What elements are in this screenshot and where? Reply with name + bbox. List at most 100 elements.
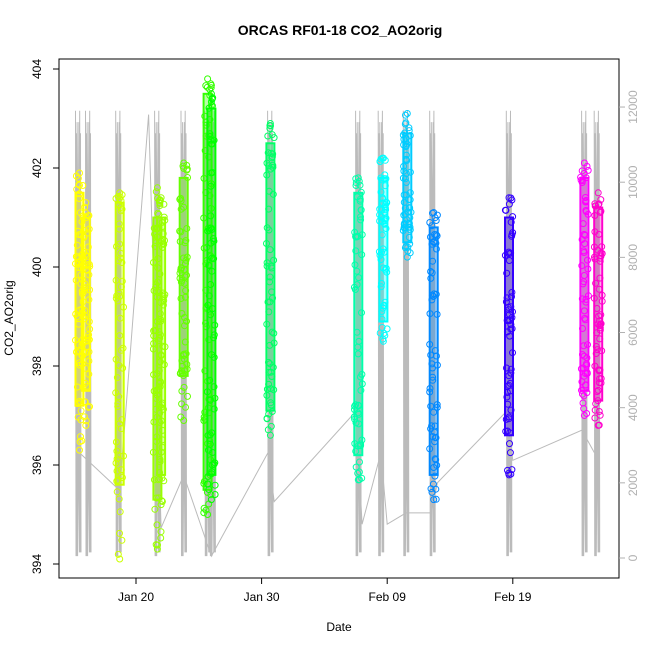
- data-point: [207, 136, 215, 144]
- data-point: [268, 154, 276, 162]
- data-point: [266, 125, 274, 132]
- data-point: [591, 212, 599, 219]
- data-point: [426, 445, 434, 453]
- altitude-spike-0: [75, 110, 82, 557]
- data-point: [150, 476, 158, 484]
- data-point: [152, 188, 160, 196]
- data-point: [202, 121, 210, 129]
- flight-series-2: [112, 189, 127, 563]
- data-point: [79, 340, 87, 348]
- data-point: [153, 521, 161, 529]
- y-axis-left: 394 396 398 400 402 404: [30, 59, 59, 574]
- data-point: [265, 410, 273, 418]
- data-point: [406, 168, 414, 176]
- data-point: [596, 257, 604, 265]
- data-point-max: [594, 189, 602, 197]
- data-point: [431, 347, 439, 355]
- data-point: [579, 390, 586, 398]
- flight-core-fill-8: [267, 143, 274, 411]
- data-point: [593, 305, 601, 312]
- data-point: [378, 279, 385, 287]
- flight-core-band-12: [428, 226, 439, 476]
- data-point: [207, 81, 215, 89]
- data-point: [428, 296, 436, 304]
- data-point-max: [153, 184, 161, 192]
- y-left-tick-label-4: 402: [30, 158, 44, 178]
- data-point-min: [82, 421, 90, 429]
- data-point: [584, 256, 591, 264]
- data-point: [269, 161, 277, 169]
- data-point: [265, 187, 273, 195]
- data-point: [156, 418, 164, 426]
- data-point-min: [207, 496, 215, 504]
- data-point: [593, 388, 601, 395]
- data-point: [267, 122, 274, 130]
- data-point: [207, 212, 215, 220]
- data-point: [597, 320, 605, 328]
- data-point: [177, 266, 185, 274]
- y-left-tick-label-0: 394: [30, 554, 44, 574]
- data-point: [207, 281, 215, 288]
- data-point: [85, 357, 93, 365]
- data-point: [381, 220, 389, 227]
- data-point: [263, 240, 270, 247]
- data-point: [352, 463, 360, 471]
- data-point: [263, 320, 271, 328]
- data-point: [579, 399, 587, 407]
- data-point-min: [204, 511, 212, 518]
- data-point: [180, 203, 188, 211]
- data-point-min: [594, 421, 602, 429]
- data-point: [183, 225, 191, 232]
- data-point: [505, 306, 513, 314]
- data-point: [578, 262, 586, 270]
- data-point: [598, 243, 606, 251]
- data-point: [159, 289, 167, 297]
- data-point: [204, 480, 212, 488]
- chart-title: ORCAS RF01-18 CO2_AO2orig: [238, 22, 443, 38]
- data-point: [115, 225, 123, 233]
- data-point: [82, 417, 90, 425]
- data-point: [265, 358, 272, 366]
- data-point: [407, 208, 415, 216]
- flight-core-fill-1: [82, 217, 89, 391]
- data-point: [584, 292, 592, 300]
- data-point: [353, 328, 361, 336]
- data-point: [263, 262, 271, 270]
- data-point: [506, 332, 514, 340]
- data-point: [112, 438, 120, 446]
- data-point: [377, 188, 385, 196]
- data-point: [508, 466, 516, 474]
- data-point: [381, 298, 389, 306]
- data-point: [356, 458, 363, 466]
- data-point: [78, 437, 86, 445]
- flight-series-8: [263, 120, 278, 439]
- data-point: [80, 233, 88, 241]
- data-point-max: [76, 169, 83, 177]
- data-point: [113, 447, 121, 455]
- data-point: [115, 289, 123, 297]
- data-point: [155, 401, 163, 409]
- data-point: [84, 212, 92, 220]
- data-point: [155, 210, 163, 218]
- data-point: [113, 243, 120, 250]
- data-point: [202, 319, 210, 327]
- data-point: [378, 231, 386, 239]
- flight-core-fill-4: [158, 217, 165, 475]
- data-point: [268, 328, 276, 336]
- data-point: [265, 308, 273, 316]
- data-point: [116, 314, 124, 322]
- data-point: [267, 422, 275, 430]
- data-point: [210, 237, 218, 245]
- data-point: [114, 403, 122, 411]
- data-point: [73, 348, 80, 356]
- data-point: [376, 329, 384, 337]
- data-point: [508, 293, 515, 301]
- data-point: [377, 283, 385, 291]
- data-point: [405, 219, 413, 227]
- data-point: [177, 228, 185, 236]
- data-point: [595, 200, 603, 208]
- data-point: [507, 218, 515, 226]
- data-point: [432, 245, 440, 253]
- data-point: [263, 171, 271, 179]
- data-point-min: [157, 501, 165, 509]
